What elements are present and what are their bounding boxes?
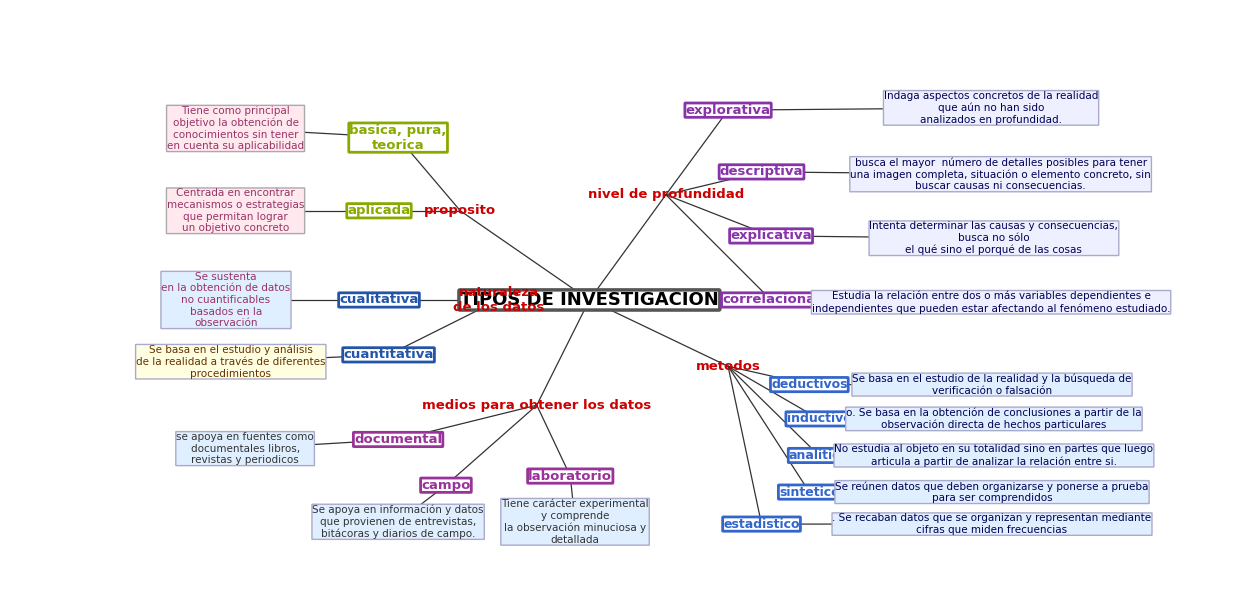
Text: Tiene como principal
objetivo la obtención de
conocimientos sin tener
en cuenta : Tiene como principal objetivo la obtenci…	[167, 106, 304, 151]
Text: o. Se basa en la obtención de conclusiones a partir de la
observación directa de: o. Se basa en la obtención de conclusion…	[847, 407, 1141, 430]
Text: explicativa: explicativa	[731, 229, 812, 242]
Text: Tiene carácter experimental
y comprende
la observación minuciosa y
detallada: Tiene carácter experimental y comprende …	[501, 499, 649, 545]
Text: Se basa en el estudio de la realidad y la búsqueda de
verificación o falsación: Se basa en el estudio de la realidad y l…	[853, 374, 1132, 396]
Text: TIPOS DE INVESTIGACION: TIPOS DE INVESTIGACION	[460, 291, 718, 309]
Text: Se sustenta
en la obtención de datos
no cuantificables
basados en la
observación: Se sustenta en la obtención de datos no …	[162, 272, 290, 328]
Text: sintetico: sintetico	[779, 485, 839, 498]
Text: descriptiva: descriptiva	[719, 165, 803, 178]
Text: aplicada: aplicada	[348, 204, 411, 217]
Text: cuantitativa: cuantitativa	[343, 348, 433, 361]
Text: Intenta determinar las causas y consecuencias,
busca no sólo
el qué sino el porq: Intenta determinar las causas y consecue…	[870, 222, 1118, 255]
Text: Centrada en encontrar
mecanismos o estrategias
que permitan lograr
un objetivo c: Centrada en encontrar mecanismos o estra…	[167, 188, 305, 233]
Text: . Se recaban datos que se organizan y representan mediante
cifras que miden frec: . Se recaban datos que se organizan y re…	[833, 513, 1151, 535]
Text: laboratorio: laboratorio	[528, 470, 612, 482]
Text: medios para obtener los datos: medios para obtener los datos	[422, 399, 652, 412]
Text: estadistico: estadistico	[723, 517, 800, 530]
Text: nivel de profundidad: nivel de profundidad	[587, 188, 744, 201]
Text: metodos: metodos	[696, 360, 760, 373]
Text: deductivos: deductivos	[771, 378, 848, 391]
Text: naturaleza
de los datos: naturaleza de los datos	[453, 286, 544, 314]
Text: No estudia al objeto en su totalidad sino en partes que luego
articula a partir : No estudia al objeto en su totalidad sin…	[834, 444, 1154, 466]
Text: explorativa: explorativa	[686, 104, 770, 116]
Text: inductivo: inductivo	[786, 412, 851, 425]
Text: Se basa en el estudio y análisis
de la realidad a través de diferentes
procedimi: Se basa en el estudio y análisis de la r…	[136, 345, 326, 378]
Text: Estudia la relación entre dos o más variables dependientes e
independientes que : Estudia la relación entre dos o más vari…	[812, 291, 1170, 314]
Text: proposito: proposito	[424, 204, 496, 217]
Text: campo: campo	[421, 479, 470, 492]
Text: se apoya en fuentes como
documentales libros,
revistas y periodicos: se apoya en fuentes como documentales li…	[176, 432, 313, 465]
Text: busca el mayor  número de detalles posibles para tener
una imagen completa, situ: busca el mayor número de detalles posibl…	[850, 157, 1151, 191]
Text: cualitativa: cualitativa	[339, 293, 418, 307]
Text: documental: documental	[354, 433, 442, 446]
Text: correlacional: correlacional	[722, 293, 819, 307]
Text: Indaga aspectos concretos de la realidad
que aún no han sido
analizados en profu: Indaga aspectos concretos de la realidad…	[884, 91, 1098, 125]
Text: analitico: analitico	[789, 449, 849, 462]
Text: basica, pura,
teorica: basica, pura, teorica	[349, 124, 447, 151]
Text: Se apoya en información y datos
que provienen de entrevistas,
bitácoras y diario: Se apoya en información y datos que prov…	[312, 505, 484, 539]
Text: Se reúnen datos que deben organizarse y ponerse a prueba
para ser comprendidos: Se reúnen datos que deben organizarse y …	[835, 481, 1149, 503]
